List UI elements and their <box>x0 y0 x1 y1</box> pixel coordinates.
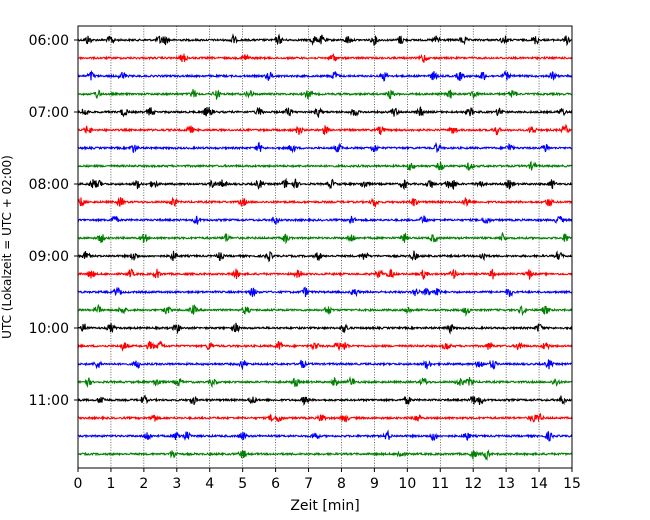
seismogram-trace <box>77 322 573 335</box>
seismogram-trace <box>77 141 573 154</box>
seismogram-traces <box>77 33 573 461</box>
x-axis-ticks: 0 1 2 3 4 5 6 7 8 9 10 11 12 13 14 15 <box>74 468 581 492</box>
plot-frame <box>77 25 573 469</box>
y-tick-label: 11:00 <box>29 393 69 409</box>
seismogram-trace <box>77 215 573 225</box>
y-axis-label: UTC (Lokalzeit = UTC + 02:00) <box>0 155 14 339</box>
x-tick-label: 0 <box>74 476 83 492</box>
vertical-grid-lines <box>110 26 540 468</box>
seismogram-trace <box>77 33 573 47</box>
seismogram-trace <box>77 250 573 263</box>
x-tick-label: 9 <box>370 476 379 492</box>
seismogram-trace <box>77 231 573 245</box>
x-tick-label: 7 <box>304 476 313 492</box>
seismogram-trace <box>77 303 573 317</box>
seismogram-trace <box>77 106 573 119</box>
seismogram-trace <box>77 340 573 352</box>
seismogram-trace <box>77 160 573 171</box>
x-tick-label: 12 <box>464 476 482 492</box>
y-tick-label: 10:00 <box>29 321 69 337</box>
x-tick-label: 2 <box>139 476 148 492</box>
x-tick-label: 8 <box>337 476 346 492</box>
seismogram-trace <box>77 449 573 461</box>
x-axis-label: Zeit [min] <box>290 498 359 514</box>
x-tick-label: 3 <box>172 476 181 492</box>
x-tick-label: 6 <box>271 476 280 492</box>
y-axis-ticks: 06:00 07:00 08:00 09:00 10:00 11:00 <box>29 33 78 409</box>
seismogram-trace <box>77 359 573 371</box>
x-tick-label: 14 <box>530 476 548 492</box>
x-tick-label: 15 <box>563 476 581 492</box>
x-tick-label: 10 <box>398 476 416 492</box>
seismogram-trace <box>77 123 573 136</box>
seismogram-trace <box>77 375 573 389</box>
y-tick-label: 07:00 <box>29 105 69 121</box>
y-tick-label: 09:00 <box>29 249 69 265</box>
seismogram-trace <box>77 69 573 82</box>
x-tick-label: 4 <box>205 476 214 492</box>
x-tick-label: 5 <box>238 476 247 492</box>
x-tick-label: 13 <box>497 476 515 492</box>
x-tick-label: 1 <box>106 476 115 492</box>
seismogram-trace <box>77 53 573 63</box>
y-tick-label: 08:00 <box>29 177 69 193</box>
seismogram-trace <box>77 268 573 281</box>
seismogram-trace <box>77 412 573 423</box>
x-tick-label: 11 <box>431 476 449 492</box>
y-tick-label: 06:00 <box>29 33 69 49</box>
seismogram-trace <box>77 177 573 191</box>
seismogram-trace <box>77 286 573 298</box>
seismogram-trace <box>77 196 573 209</box>
seismogram-trace <box>77 429 573 442</box>
seismogram-trace <box>77 394 573 406</box>
seismogram-trace <box>77 89 573 101</box>
